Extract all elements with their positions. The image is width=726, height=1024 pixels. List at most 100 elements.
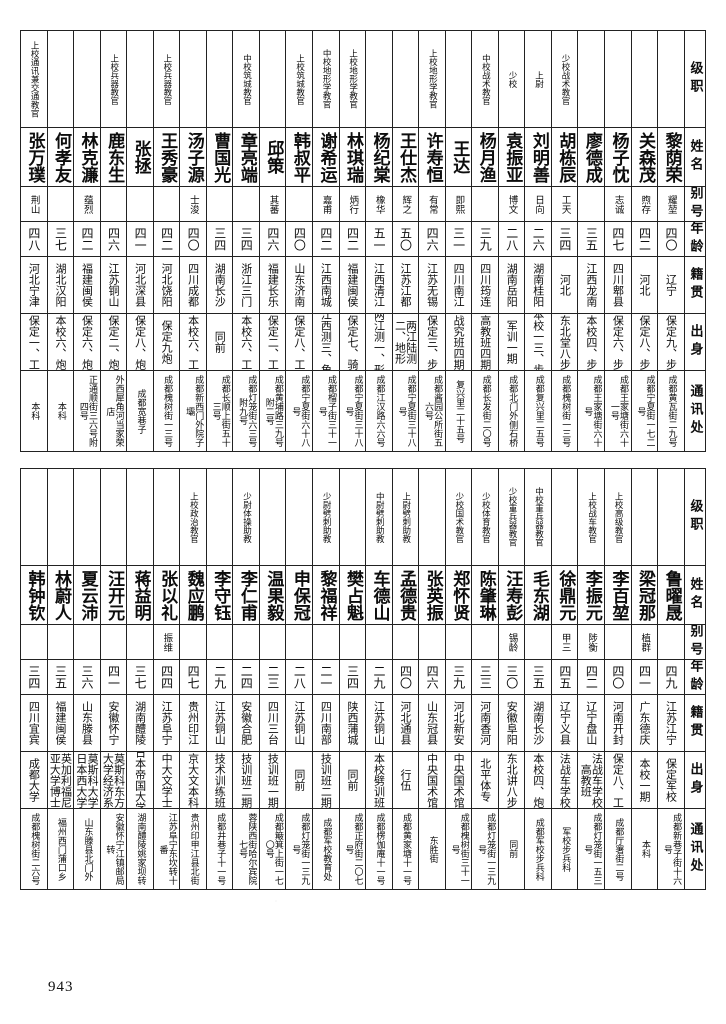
- cell-text: 成都灯笼街一五三号: [582, 813, 602, 885]
- cell-education: 本校六、炮: [46, 313, 75, 371]
- roster-row-alias: 振维 锡龄 甲三 陟衡 植群 别号: [20, 624, 707, 660]
- cell-rank: [20, 468, 48, 566]
- cell-text: 成都槐树街三十一号: [449, 813, 469, 885]
- cell-name: 张英振: [418, 565, 446, 625]
- cell-origin: 安徽合肥: [232, 694, 260, 752]
- cell-origin: 河北: [630, 256, 659, 314]
- cell-age: 四一: [99, 659, 128, 695]
- cell-alias: 其蕃: [258, 186, 287, 222]
- cell-rank: [99, 468, 128, 566]
- cell-text: 保定九、步: [664, 314, 678, 370]
- cell-text: 成都黄瓦街二九号: [666, 375, 677, 447]
- cell-text: [260, 626, 285, 659]
- cell-text: 东北讲八步: [505, 752, 519, 808]
- cell-rank: 上校通讯兼交通教官: [20, 30, 48, 128]
- cell-text: 两江陆测二、地形: [393, 320, 418, 364]
- cell-rank: [630, 30, 659, 128]
- cell-text: 成都槐树街二六号: [29, 813, 40, 885]
- cell-name: 张拯: [126, 127, 154, 187]
- cell-text: 汪寿彭: [502, 569, 523, 621]
- cell-text: 四二: [584, 665, 599, 689]
- cell-text: 林琪瑞: [343, 131, 363, 183]
- cell-alias: [285, 186, 314, 222]
- cell-text: 杨月渔: [475, 131, 496, 183]
- cell-text: 成都楞伽庵十一号: [374, 813, 385, 885]
- cell-text: 本校六、工: [186, 314, 200, 370]
- cell-alias: 辉之: [391, 186, 420, 222]
- cell-text: 成都灯笼街一三九号: [476, 813, 496, 885]
- cell-rank: [205, 30, 234, 128]
- cell-text: [207, 626, 232, 659]
- cell-text: [21, 470, 46, 565]
- cell-alias: [205, 186, 234, 222]
- cell-text: 本科: [639, 840, 650, 858]
- cell-text: [128, 470, 153, 565]
- cell-text: 保定一、工: [27, 314, 41, 370]
- cell-alias: 博文: [497, 186, 526, 222]
- cell-text: [526, 626, 551, 659]
- cell-rank: 上校筑城教官: [285, 30, 314, 128]
- cell-origin: 安徽怀宁: [99, 694, 128, 752]
- cell-name: 黎荫荣: [657, 127, 685, 187]
- cell-origin: 湖南岳阳: [497, 256, 526, 314]
- cell-name: 谢希运: [312, 127, 340, 187]
- cell-name: 章亮端: [232, 127, 260, 187]
- cell-origin: 四川三台: [258, 694, 287, 752]
- cell-age: 三四: [232, 221, 260, 257]
- cell-text: 上校通讯兼交通教官: [29, 40, 40, 118]
- cell-alias: 日向: [524, 186, 552, 222]
- cell-name: 鲁曜晟: [657, 565, 685, 625]
- roster-row-education: 保定一、工 本校六、炮 保定六、炮 保定二、炮 保定八、炮 保定九炮 本校六、工 同前 本校六、…: [20, 313, 707, 371]
- cell-rank: [73, 468, 101, 566]
- cell-text: 陟衡: [586, 632, 598, 652]
- cell-text: 夏云沛: [77, 569, 98, 621]
- cell-text: 成都灯笼街六三号附九号: [237, 375, 257, 447]
- cell-name: 鹿东生: [99, 127, 128, 187]
- row-label-text: 年龄: [687, 659, 703, 695]
- cell-text: 外西犀角河当家荣店: [104, 375, 124, 447]
- cell-education: 中央国术馆: [418, 751, 446, 809]
- cell-address: 外西犀角河当家荣店: [99, 370, 128, 452]
- cell-name: 蒋益明: [126, 565, 154, 625]
- cell-text: 湖南岳阳: [505, 263, 519, 307]
- cell-name: 杨纪棠: [365, 127, 393, 187]
- cell-origin: 河北深县: [126, 256, 154, 314]
- cell-age: 四〇: [391, 659, 420, 695]
- cell-text: 二九: [372, 665, 386, 689]
- cell-text: 蕴烈: [81, 194, 93, 214]
- cell-text: 成都王家塘街六十号: [582, 375, 602, 447]
- cell-rank: [46, 468, 75, 566]
- row-label-text: 出身: [687, 324, 703, 360]
- cell-text: 日本帝国大学: [133, 751, 147, 809]
- cell-origin: 湖南长沙: [524, 694, 552, 752]
- cell-name: 杨子忱: [604, 127, 632, 187]
- cell-address: 成都军校教育处: [312, 808, 340, 890]
- cell-rank: 少校战术教官: [550, 30, 579, 128]
- cell-address: 成都槐树街二六号: [20, 808, 48, 890]
- cell-text: 煦存: [639, 194, 651, 214]
- cell-text: 汪开元: [104, 569, 125, 621]
- cell-text: [128, 626, 153, 659]
- cell-text: 成都槐树街一三号: [162, 375, 173, 447]
- cell-origin: 江苏江都: [391, 256, 420, 314]
- cell-text: 章亮端: [236, 131, 257, 183]
- cell-education: 同前: [338, 751, 367, 809]
- cell-rank: 上校政治教官: [179, 468, 207, 566]
- cell-text: [48, 470, 73, 565]
- cell-text: 河北宁津: [27, 263, 41, 307]
- cell-rank: [126, 30, 154, 128]
- cell-origin: 福建闽侯: [73, 256, 101, 314]
- row-label-education: 出身: [683, 313, 707, 371]
- cell-alias: 植群: [630, 624, 659, 660]
- cell-text: 成都江汉路六六号: [374, 375, 385, 447]
- cell-address: 贵州印甲江县北街: [179, 808, 207, 890]
- row-label-alias: 别号: [683, 186, 707, 222]
- cell-text: 少校国术教官: [453, 491, 464, 543]
- cell-text: 河南香河: [478, 701, 492, 745]
- cell-rank: [338, 468, 367, 566]
- cell-origin: 山东济南: [285, 256, 314, 314]
- cell-text: 江西龙南: [584, 263, 598, 307]
- cell-education: 东北讲八步: [497, 751, 526, 809]
- row-label-text: 通讯处: [687, 384, 703, 438]
- cell-text: 河北: [558, 274, 572, 296]
